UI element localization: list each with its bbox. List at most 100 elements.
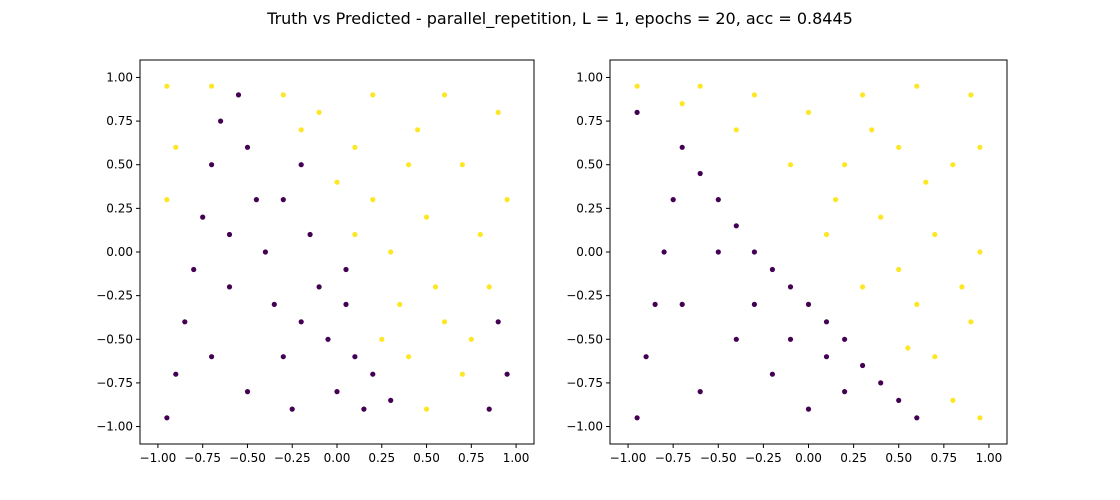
scatter-point-series-0 <box>164 415 170 421</box>
scatter-point-series-1 <box>805 109 812 115</box>
x-tick-label: −1.00 <box>610 451 647 465</box>
scatter-point-series-0 <box>209 162 215 168</box>
scatter-point-series-0 <box>634 109 640 115</box>
y-tick-label: 1.00 <box>106 70 133 84</box>
scatter-point-series-0 <box>896 397 902 403</box>
scatter-point-series-0 <box>805 301 812 307</box>
y-tick-label: −1.00 <box>566 420 603 434</box>
scatter-point-series-0 <box>253 197 259 203</box>
scatter-point-series-0 <box>307 231 313 238</box>
scatter-point-series-1 <box>751 92 758 98</box>
scatter-point-series-0 <box>370 371 376 377</box>
scatter-point-series-0 <box>486 406 492 412</box>
scatter-point-series-1 <box>406 354 412 360</box>
y-tick-label: −1.00 <box>96 420 133 434</box>
scatter-point-series-1 <box>860 284 866 290</box>
scatter-point-series-1 <box>914 83 920 89</box>
scatter-point-series-1 <box>679 101 685 107</box>
x-tick-label: 0.00 <box>324 451 351 465</box>
scatter-point-series-1 <box>406 162 412 168</box>
scatter-point-series-0 <box>769 371 776 377</box>
x-tick-label: 0.00 <box>795 451 822 465</box>
scatter-point-series-1 <box>370 197 376 203</box>
scatter-point-series-0 <box>209 354 215 360</box>
scatter-point-series-1 <box>878 214 884 220</box>
y-tick-label: 0.75 <box>106 114 133 128</box>
scatter-point-series-1 <box>432 284 439 290</box>
scatter-point-series-1 <box>459 371 465 377</box>
scatter-point-series-0 <box>715 197 721 203</box>
scatter-point-series-1 <box>209 83 215 89</box>
scatter-point-series-0 <box>751 301 758 307</box>
y-tick-label: 0.50 <box>106 158 133 172</box>
scatter-point-series-1 <box>959 284 965 290</box>
scatter-point-series-1 <box>415 127 421 133</box>
scatter-point-series-1 <box>352 144 358 150</box>
scatter-point-series-0 <box>679 301 685 307</box>
scatter-point-series-1 <box>869 127 875 133</box>
scatter-point-series-0 <box>697 170 703 177</box>
scatter-point-series-0 <box>733 336 739 342</box>
scatter-point-series-0 <box>191 266 197 273</box>
scatter-point-series-1 <box>352 231 358 238</box>
scatter-point-series-0 <box>244 389 251 395</box>
y-tick-label: 0.25 <box>576 201 603 215</box>
scatter-point-series-0 <box>914 415 920 421</box>
scatter-point-series-1 <box>697 83 703 89</box>
scatter-point-series-1 <box>932 354 938 360</box>
x-tick-label: −0.25 <box>745 451 782 465</box>
x-tick-label: 0.75 <box>930 451 957 465</box>
x-tick-label: 1.00 <box>503 451 530 465</box>
scatter-point-series-1 <box>968 319 974 325</box>
y-tick-label: −0.25 <box>96 289 133 303</box>
scatter-panel-predicted: −1.00 −0.75 −0.50 −0.25 0.00 0.25 0.50 0.75 1.00… <box>566 59 1008 465</box>
scatter-point-series-1 <box>379 336 385 342</box>
y-tick-label: −0.50 <box>96 332 133 346</box>
x-tick-label: −0.75 <box>184 451 221 465</box>
scatter-point-series-0 <box>289 406 295 412</box>
scatter-point-series-1 <box>634 83 640 89</box>
scatter-point-series-1 <box>787 162 794 168</box>
scatter-point-series-1 <box>896 266 902 273</box>
scatter-point-series-1 <box>441 92 448 98</box>
scatter-point-series-0 <box>652 301 658 307</box>
scatter-point-series-0 <box>298 162 304 168</box>
scatter-point-series-1 <box>914 301 920 307</box>
scatter-point-series-1 <box>950 162 956 168</box>
scatter-point-series-0 <box>679 144 685 150</box>
scatter-point-series-1 <box>423 214 430 220</box>
scatter-point-series-1 <box>441 319 448 325</box>
x-tick-label: 0.25 <box>368 451 395 465</box>
scatter-point-series-1 <box>968 92 974 98</box>
scatter-point-series-0 <box>495 319 501 325</box>
scatter-point-series-0 <box>643 354 649 360</box>
scatter-point-series-1 <box>477 231 483 238</box>
scatter-point-series-1 <box>923 179 929 185</box>
scatter-point-series-1 <box>504 197 510 203</box>
scatter-point-series-1 <box>833 197 839 203</box>
scatter-point-series-1 <box>388 249 394 255</box>
x-tick-label: −0.50 <box>229 451 266 465</box>
y-tick-label: 0.00 <box>106 245 133 259</box>
scatter-point-series-1 <box>860 92 866 98</box>
y-tick-label: −0.25 <box>566 289 603 303</box>
scatter-point-series-1 <box>298 127 304 133</box>
scatter-point-series-1 <box>823 231 830 238</box>
x-tick-label: 0.50 <box>885 451 912 465</box>
scatter-point-series-1 <box>905 345 911 351</box>
scatter-point-series-1 <box>932 231 938 238</box>
scatter-point-series-1 <box>280 92 286 98</box>
scatter-point-series-0 <box>504 371 510 377</box>
scatter-point-series-1 <box>977 249 983 255</box>
scatter-point-series-0 <box>733 223 739 229</box>
y-tick-label: 0.50 <box>576 158 603 172</box>
scatter-point-series-1 <box>164 83 170 89</box>
scatter-point-series-0 <box>697 389 703 395</box>
scatter-panel-truth: −1.00 −0.75 −0.50 −0.25 0.00 0.25 0.50 0.75 1.00… <box>96 59 535 465</box>
scatter-point-series-0 <box>343 301 349 307</box>
scatter-point-series-0 <box>878 380 884 386</box>
scatter-point-series-0 <box>787 336 794 342</box>
y-tick-label: −0.50 <box>566 332 603 346</box>
